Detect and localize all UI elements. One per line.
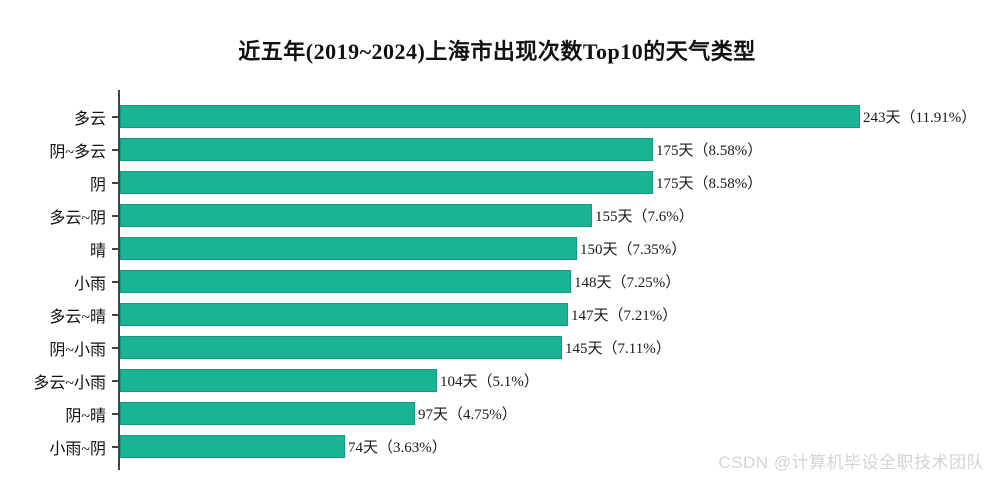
bar-wrap: 97天（4.75%） xyxy=(118,397,994,430)
value-label: 243天（11.91%） xyxy=(863,110,977,126)
category-label: 小雨 xyxy=(73,275,106,293)
bar-row: 多云~晴 147天（7.21%） xyxy=(0,298,994,331)
axis-tick xyxy=(112,445,118,448)
bar-row: 多云 243天（11.91%） xyxy=(0,100,994,133)
bar-row: 多云~阴 155天（7.6%） xyxy=(0,199,994,232)
watermark: CSDN @计算机毕设全职技术团队 xyxy=(718,453,984,472)
bar-wrap: 74天（3.63%） xyxy=(118,430,994,463)
category-label: 阴~小雨 xyxy=(49,341,106,359)
bar xyxy=(120,237,577,260)
axis-tick xyxy=(112,280,118,283)
value-label: 150天（7.35%） xyxy=(580,242,687,258)
bar xyxy=(120,171,653,194)
axis-tick xyxy=(112,148,118,151)
category-label: 小雨~阴 xyxy=(49,440,106,458)
bar xyxy=(120,105,860,128)
chart-title: 近五年(2019~2024)上海市出现次数Top10的天气类型 xyxy=(238,39,756,64)
axis-tick xyxy=(112,379,118,382)
value-label: 148天（7.25%） xyxy=(574,275,681,291)
bar-wrap: 150天（7.35%） xyxy=(118,232,994,265)
axis-tick xyxy=(112,115,118,118)
category-label: 阴 xyxy=(89,176,106,194)
axis-tick xyxy=(112,214,118,217)
bar xyxy=(120,138,653,161)
bar xyxy=(120,402,415,425)
value-label: 104天（5.1%） xyxy=(440,374,539,390)
category-label: 多云~晴 xyxy=(49,308,106,326)
bar-wrap: 175天（8.58%） xyxy=(118,133,994,166)
axis-tick xyxy=(112,412,118,415)
axis-tick xyxy=(112,181,118,184)
bar-row: 多云~小雨 104天（5.1%） xyxy=(0,364,994,397)
y-axis-line xyxy=(118,90,120,470)
category-label: 多云 xyxy=(73,110,106,128)
bar-row: 阴~小雨 145天（7.11%） xyxy=(0,331,994,364)
bar-row: 小雨 148天（7.25%） xyxy=(0,265,994,298)
category-label: 晴 xyxy=(89,242,106,260)
bar-wrap: 148天（7.25%） xyxy=(118,265,994,298)
bar-wrap: 145天（7.11%） xyxy=(118,331,994,364)
bar-wrap: 155天（7.6%） xyxy=(118,199,994,232)
bar-wrap: 175天（8.58%） xyxy=(118,166,994,199)
bar-row: 晴 150天（7.35%） xyxy=(0,232,994,265)
bar-row: 阴 175天（8.58%） xyxy=(0,166,994,199)
axis-tick xyxy=(112,247,118,250)
category-label: 多云~阴 xyxy=(49,209,106,227)
bar-wrap: 147天（7.21%） xyxy=(118,298,994,331)
bar-row: 阴~多云 175天（8.58%） xyxy=(0,133,994,166)
bar-row: 阴~晴 97天（4.75%） xyxy=(0,397,994,430)
bar-rows: 多云 243天（11.91%） 阴~多云 175天（8.58%） 阴 175天（8.58%… xyxy=(0,100,994,463)
bar xyxy=(120,270,571,293)
bar xyxy=(120,303,568,326)
bar-wrap: 104天（5.1%） xyxy=(118,364,994,397)
bar-row: 小雨~阴 74天（3.63%） xyxy=(0,430,994,463)
bar xyxy=(120,369,437,392)
bar xyxy=(120,336,562,359)
bar xyxy=(120,435,345,458)
category-label: 阴~晴 xyxy=(65,407,106,425)
value-label: 147天（7.21%） xyxy=(571,308,678,324)
bar xyxy=(120,204,592,227)
bar-wrap: 243天（11.91%） xyxy=(118,100,994,133)
value-label: 155天（7.6%） xyxy=(595,209,694,225)
value-label: 175天（8.58%） xyxy=(656,176,763,192)
value-label: 74天（3.63%） xyxy=(348,440,447,456)
value-label: 97天（4.75%） xyxy=(418,407,517,423)
axis-tick xyxy=(112,346,118,349)
value-label: 175天（8.58%） xyxy=(656,143,763,159)
category-label: 阴~多云 xyxy=(49,143,106,161)
axis-tick xyxy=(112,313,118,316)
value-label: 145天（7.11%） xyxy=(565,341,671,357)
category-label: 多云~小雨 xyxy=(33,374,106,392)
